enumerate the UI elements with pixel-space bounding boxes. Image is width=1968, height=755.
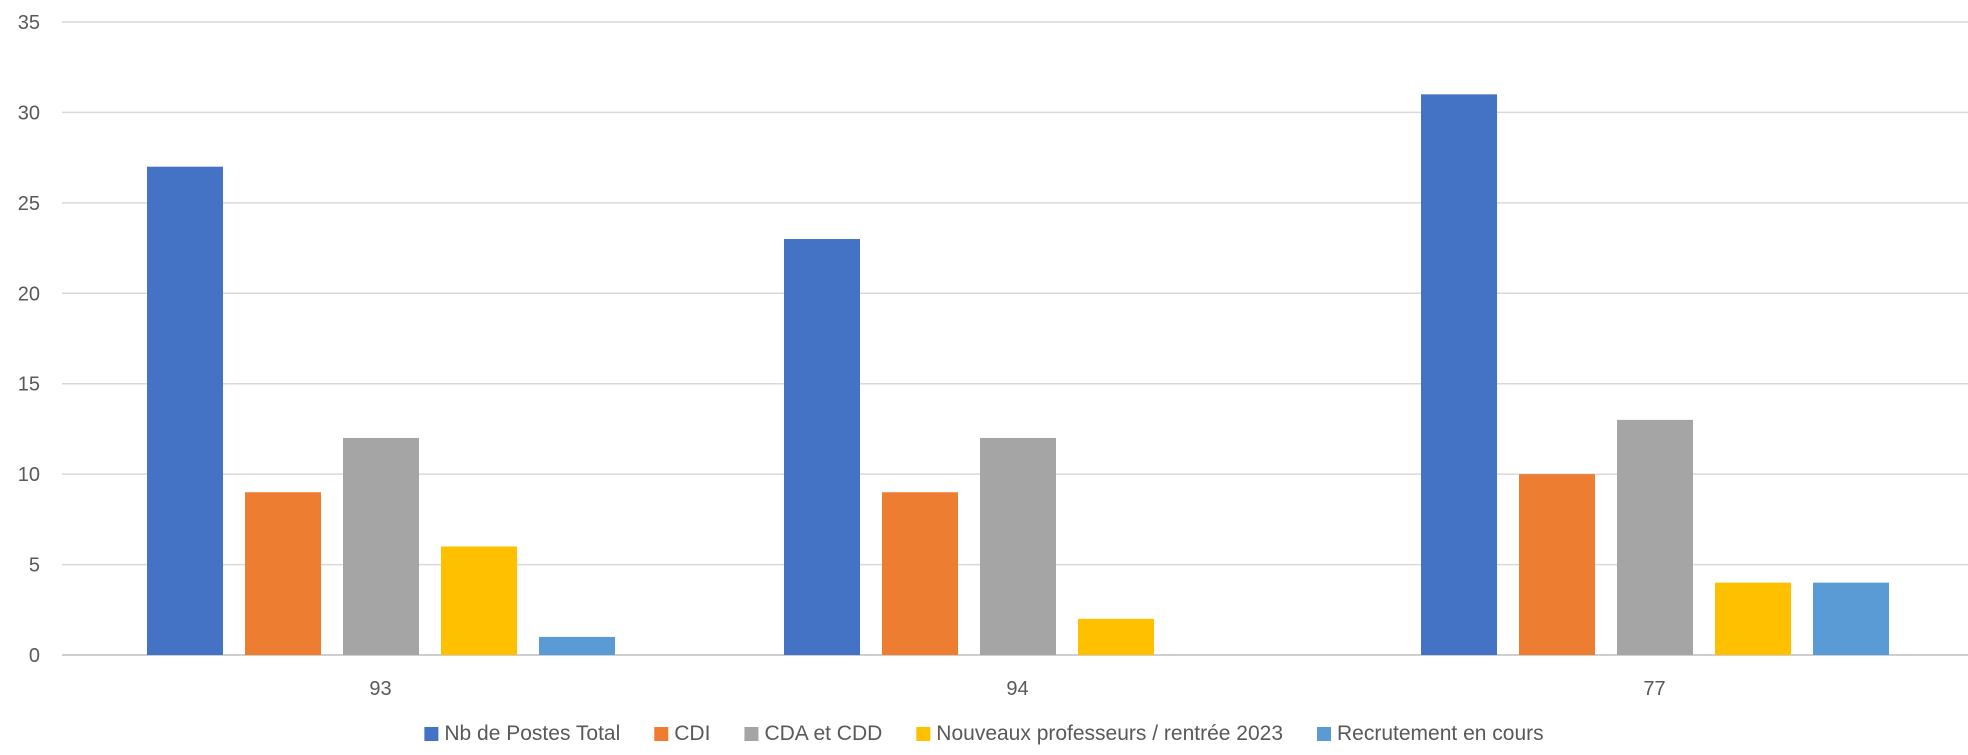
legend-swatch	[744, 727, 759, 741]
legend-label: CDI	[674, 722, 710, 745]
bar-93-nouveaux-professeurs-rentr-e-2023	[441, 546, 517, 655]
y-tick-label: 5	[29, 555, 40, 577]
legend-label: Nouveaux professeurs / rentrée 2023	[936, 722, 1283, 745]
legend-label: CDA et CDD	[764, 722, 882, 745]
bar-77-nb-de-postes-total	[1421, 94, 1497, 656]
bar-94-nb-de-postes-total	[784, 239, 860, 655]
y-axis-ticks: 0 5 10 15 20 25 30 35	[18, 12, 40, 667]
bar-77-cdi	[1519, 474, 1595, 655]
y-tick-label: 10	[18, 464, 40, 486]
x-category-label: 77	[1643, 678, 1665, 700]
y-tick-label: 35	[18, 12, 40, 34]
bar-77-recrutement-en-cours	[1813, 582, 1889, 655]
bar-94-nouveaux-professeurs-rentr-e-2023	[1078, 618, 1154, 655]
bar-93-nb-de-postes-total	[147, 166, 223, 655]
y-tick-label: 20	[18, 283, 40, 305]
bar-group-94	[784, 239, 1154, 655]
x-axis-labels: 93 94 77	[369, 678, 1665, 700]
legend: Nb de Postes Total CDI CDA et CDD Nouveaux …	[424, 722, 1544, 745]
legend-swatch	[654, 727, 669, 741]
x-category-label: 93	[369, 678, 391, 700]
legend-swatch	[424, 727, 439, 741]
y-tick-label: 0	[29, 645, 40, 667]
bar-94-cda-et-cdd	[980, 437, 1056, 655]
bar-group-93	[147, 166, 615, 655]
bar-94-cdi	[882, 492, 958, 655]
legend-label: Nb de Postes Total	[444, 722, 620, 745]
bar-group-77	[1421, 94, 1889, 656]
legend-swatch	[1317, 727, 1332, 741]
bar-93-cda-et-cdd	[343, 437, 419, 655]
bar-93-recrutement-en-cours	[539, 636, 615, 655]
bar-93-cdi	[245, 492, 321, 655]
y-tick-label: 25	[18, 193, 40, 215]
bar-77-nouveaux-professeurs-rentr-e-2023	[1715, 582, 1791, 655]
y-tick-label: 15	[18, 374, 40, 396]
legend-label: Recrutement en cours	[1337, 722, 1544, 745]
legend-swatch	[916, 727, 931, 741]
bar-77-cda-et-cdd	[1617, 419, 1693, 655]
bars	[147, 94, 1889, 656]
y-tick-label: 30	[18, 102, 40, 124]
x-category-label: 94	[1006, 678, 1028, 700]
